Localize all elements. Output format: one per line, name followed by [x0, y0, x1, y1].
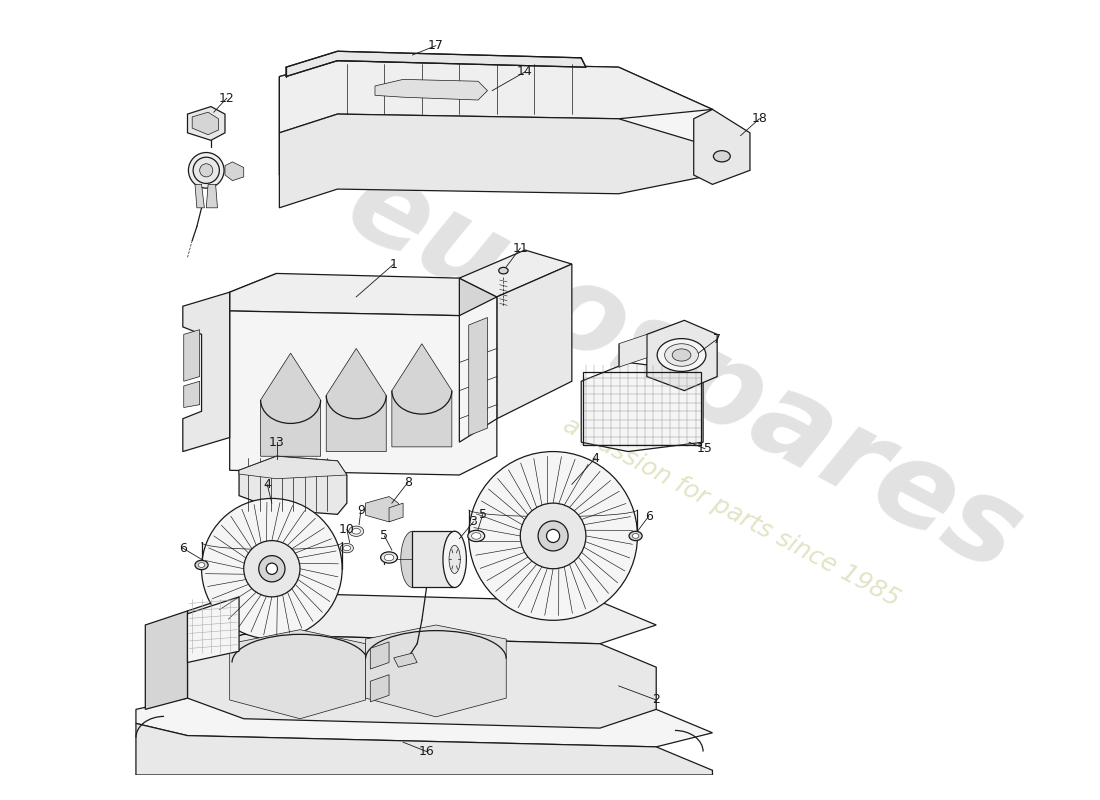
Text: 18: 18 — [751, 112, 768, 126]
Text: 7: 7 — [713, 333, 722, 346]
Polygon shape — [187, 592, 657, 651]
Polygon shape — [279, 61, 713, 133]
Polygon shape — [389, 503, 403, 522]
Polygon shape — [230, 311, 497, 475]
Ellipse shape — [672, 349, 691, 361]
Polygon shape — [365, 497, 398, 522]
Ellipse shape — [244, 541, 300, 597]
Ellipse shape — [714, 150, 730, 162]
Polygon shape — [136, 698, 713, 747]
Ellipse shape — [629, 531, 642, 541]
Ellipse shape — [258, 556, 285, 582]
Ellipse shape — [381, 552, 397, 563]
Polygon shape — [279, 61, 713, 175]
Text: 2: 2 — [652, 694, 660, 706]
Ellipse shape — [200, 164, 212, 177]
Polygon shape — [286, 51, 586, 77]
Ellipse shape — [449, 546, 460, 574]
Polygon shape — [230, 630, 365, 718]
Polygon shape — [460, 250, 572, 297]
Ellipse shape — [664, 344, 698, 366]
Polygon shape — [618, 334, 647, 367]
Polygon shape — [226, 162, 244, 181]
Text: 5: 5 — [381, 530, 388, 542]
Text: 9: 9 — [358, 504, 365, 517]
Ellipse shape — [443, 531, 466, 587]
Polygon shape — [239, 456, 346, 478]
Polygon shape — [136, 723, 713, 775]
Ellipse shape — [468, 530, 485, 542]
Polygon shape — [239, 456, 346, 514]
Text: 5: 5 — [478, 508, 487, 521]
Polygon shape — [460, 297, 497, 442]
Text: 15: 15 — [697, 442, 713, 455]
Ellipse shape — [469, 451, 638, 620]
Ellipse shape — [632, 534, 639, 538]
Polygon shape — [187, 597, 239, 662]
Polygon shape — [412, 531, 454, 587]
Polygon shape — [261, 353, 320, 456]
Ellipse shape — [520, 503, 586, 569]
Ellipse shape — [266, 563, 277, 574]
Text: 6: 6 — [179, 542, 187, 554]
Polygon shape — [145, 611, 187, 710]
Text: 11: 11 — [513, 242, 528, 254]
Ellipse shape — [657, 338, 706, 371]
Ellipse shape — [547, 530, 560, 542]
Text: 10: 10 — [339, 523, 355, 536]
Ellipse shape — [349, 526, 364, 537]
Text: 4: 4 — [592, 452, 600, 465]
Polygon shape — [230, 274, 276, 438]
Ellipse shape — [343, 546, 351, 550]
Polygon shape — [187, 106, 225, 140]
Text: 13: 13 — [268, 436, 285, 449]
Ellipse shape — [400, 531, 425, 587]
Text: 12: 12 — [219, 92, 234, 105]
Polygon shape — [183, 292, 230, 451]
Polygon shape — [279, 114, 713, 208]
Ellipse shape — [352, 529, 361, 534]
Polygon shape — [327, 349, 386, 451]
Text: 6: 6 — [645, 510, 652, 522]
Polygon shape — [392, 344, 452, 447]
Ellipse shape — [194, 157, 219, 183]
Polygon shape — [694, 110, 750, 184]
Polygon shape — [230, 274, 497, 316]
Text: 17: 17 — [428, 39, 444, 52]
Polygon shape — [497, 264, 572, 418]
Text: 4: 4 — [263, 478, 271, 491]
Polygon shape — [394, 653, 417, 667]
Polygon shape — [647, 320, 717, 390]
Text: 14: 14 — [517, 66, 532, 78]
Ellipse shape — [198, 562, 205, 567]
Text: 16: 16 — [419, 745, 435, 758]
Ellipse shape — [472, 533, 481, 539]
Polygon shape — [460, 278, 497, 334]
Text: 8: 8 — [404, 476, 411, 489]
Polygon shape — [184, 382, 200, 407]
Polygon shape — [371, 674, 389, 702]
Ellipse shape — [195, 560, 208, 570]
Polygon shape — [187, 634, 657, 728]
Polygon shape — [469, 318, 487, 436]
Text: a passion for parts since 1985: a passion for parts since 1985 — [559, 414, 903, 612]
Polygon shape — [371, 642, 389, 669]
Ellipse shape — [538, 521, 568, 551]
Ellipse shape — [201, 498, 342, 639]
Polygon shape — [195, 184, 205, 208]
Text: 1: 1 — [389, 258, 398, 270]
Polygon shape — [365, 625, 506, 717]
Ellipse shape — [384, 554, 394, 561]
Polygon shape — [206, 184, 218, 208]
Polygon shape — [184, 330, 200, 382]
Text: eurospares: eurospares — [328, 146, 1041, 598]
Polygon shape — [581, 362, 703, 451]
Polygon shape — [192, 112, 219, 134]
Polygon shape — [375, 79, 487, 100]
Ellipse shape — [498, 267, 508, 274]
Text: 3: 3 — [470, 515, 477, 528]
Ellipse shape — [340, 543, 353, 553]
Ellipse shape — [188, 153, 224, 188]
